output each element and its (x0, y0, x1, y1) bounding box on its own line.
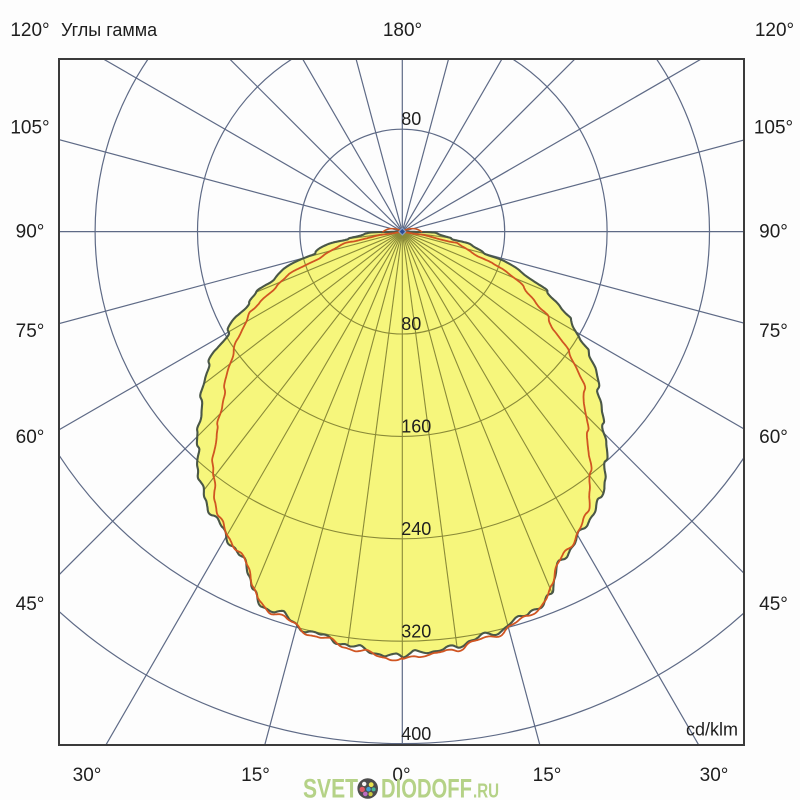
svg-text:105°: 105° (10, 118, 49, 139)
svg-text:320: 320 (401, 622, 431, 642)
svg-text:180°: 180° (383, 20, 422, 41)
svg-text:80: 80 (401, 314, 421, 334)
svg-text:160: 160 (401, 417, 431, 437)
svg-text:45°: 45° (16, 594, 45, 615)
svg-text:45°: 45° (759, 594, 788, 615)
svg-text:400: 400 (401, 724, 431, 744)
svg-text:Углы гамма: Углы гамма (61, 20, 158, 40)
svg-text:75°: 75° (759, 321, 788, 342)
svg-text:75°: 75° (16, 321, 45, 342)
svg-text:30°: 30° (73, 765, 102, 786)
svg-text:105°: 105° (754, 118, 793, 139)
svg-text:DIODOFF: DIODOFF (381, 774, 472, 800)
svg-text:90°: 90° (759, 222, 788, 243)
svg-text:90°: 90° (16, 222, 45, 243)
svg-text:30°: 30° (700, 765, 729, 786)
svg-text:cd/klm: cd/klm (686, 720, 738, 740)
svg-text:.RU: .RU (473, 781, 499, 800)
svg-text:80: 80 (401, 109, 421, 129)
svg-text:0°: 0° (392, 765, 410, 786)
svg-text:15°: 15° (533, 765, 562, 786)
svg-text:15°: 15° (241, 765, 270, 786)
svg-text:120°: 120° (755, 20, 794, 41)
svg-text:60°: 60° (16, 427, 45, 448)
svg-text:60°: 60° (759, 427, 788, 448)
svg-text:SVET: SVET (303, 774, 358, 800)
svg-text:240: 240 (401, 519, 431, 539)
svg-text:120°: 120° (10, 20, 49, 41)
